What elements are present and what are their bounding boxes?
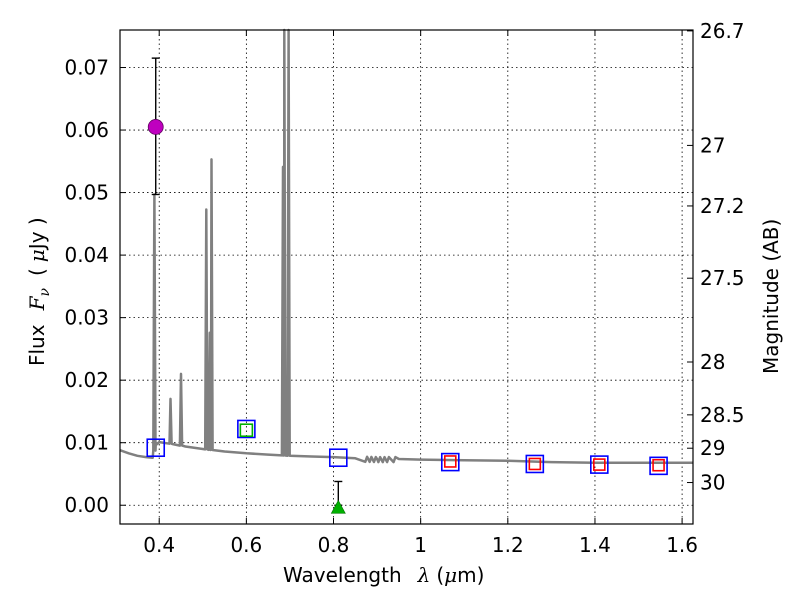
- mag-tick-label: 28: [700, 350, 725, 374]
- x-tick-label: 1.2: [492, 533, 524, 557]
- model-flux-square: [525, 454, 545, 474]
- y-tick-label: 0.05: [64, 181, 109, 205]
- model-flux-square: [440, 452, 460, 472]
- observed-flux-square: [652, 458, 665, 472]
- observed-flux-square: [528, 457, 542, 471]
- grid: [120, 30, 693, 524]
- y2-axis-label: Magnitude (AB): [759, 219, 783, 374]
- photometry-markers: [146, 57, 668, 514]
- y-tick-label: 0.00: [64, 493, 109, 517]
- x-axis-label: Wavelength λ (μm): [283, 563, 484, 587]
- mag-tick-label: 30: [700, 471, 725, 495]
- y-tick-label: 0.01: [64, 431, 109, 455]
- y-tick-label: 0.04: [64, 243, 109, 267]
- mag-tick-label: 26.7: [700, 19, 745, 43]
- mag-tick-label: 29: [700, 436, 725, 460]
- x-tick-label: 0.4: [143, 533, 175, 557]
- y-tick-label: 0.07: [64, 56, 109, 80]
- y-axis-label: FluxFν(μJy ): [25, 217, 53, 366]
- x-tick-label: 1.4: [579, 533, 611, 557]
- x-tick-label: 0.6: [230, 533, 262, 557]
- y-tick-label: 0.03: [64, 306, 109, 330]
- spectrum-line: [119, 28, 693, 464]
- model-flux-square: [329, 448, 348, 468]
- model-flux-square: [590, 455, 609, 474]
- model-flux-square: [649, 456, 668, 476]
- template-spectrum: [119, 28, 693, 464]
- x-tick-label: 0.8: [318, 533, 350, 557]
- y-tick-label: 0.02: [64, 368, 109, 392]
- model-flux-square: [237, 419, 256, 439]
- observed-flux-square: [593, 458, 606, 471]
- x-tick-label: 1.6: [666, 533, 698, 557]
- model-flux-square: [146, 438, 166, 458]
- x-tick-label: 1: [414, 533, 427, 557]
- mag-tick-label: 27.5: [700, 266, 745, 290]
- plot-frame: [119, 29, 694, 525]
- observed-flux-square: [443, 455, 457, 468]
- mag-tick-label: 28.5: [700, 403, 745, 427]
- mag-tick-label: 27.2: [700, 194, 745, 218]
- detection-point: [147, 119, 164, 135]
- upper-limit-triangle: [330, 499, 346, 514]
- y-tick-label: 0.06: [64, 118, 109, 142]
- green-flux-square: [239, 423, 254, 438]
- axis-ticks: 0.4 0.6 0.8 1 1.2 1.4 1.6 0.00 0.01 0.02 0.03 0.04 0…: [64, 19, 744, 557]
- mag-tick-label: 27: [700, 133, 725, 157]
